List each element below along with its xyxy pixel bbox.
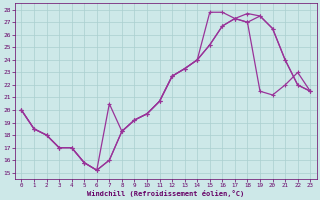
X-axis label: Windchill (Refroidissement éolien,°C): Windchill (Refroidissement éolien,°C)	[87, 190, 244, 197]
